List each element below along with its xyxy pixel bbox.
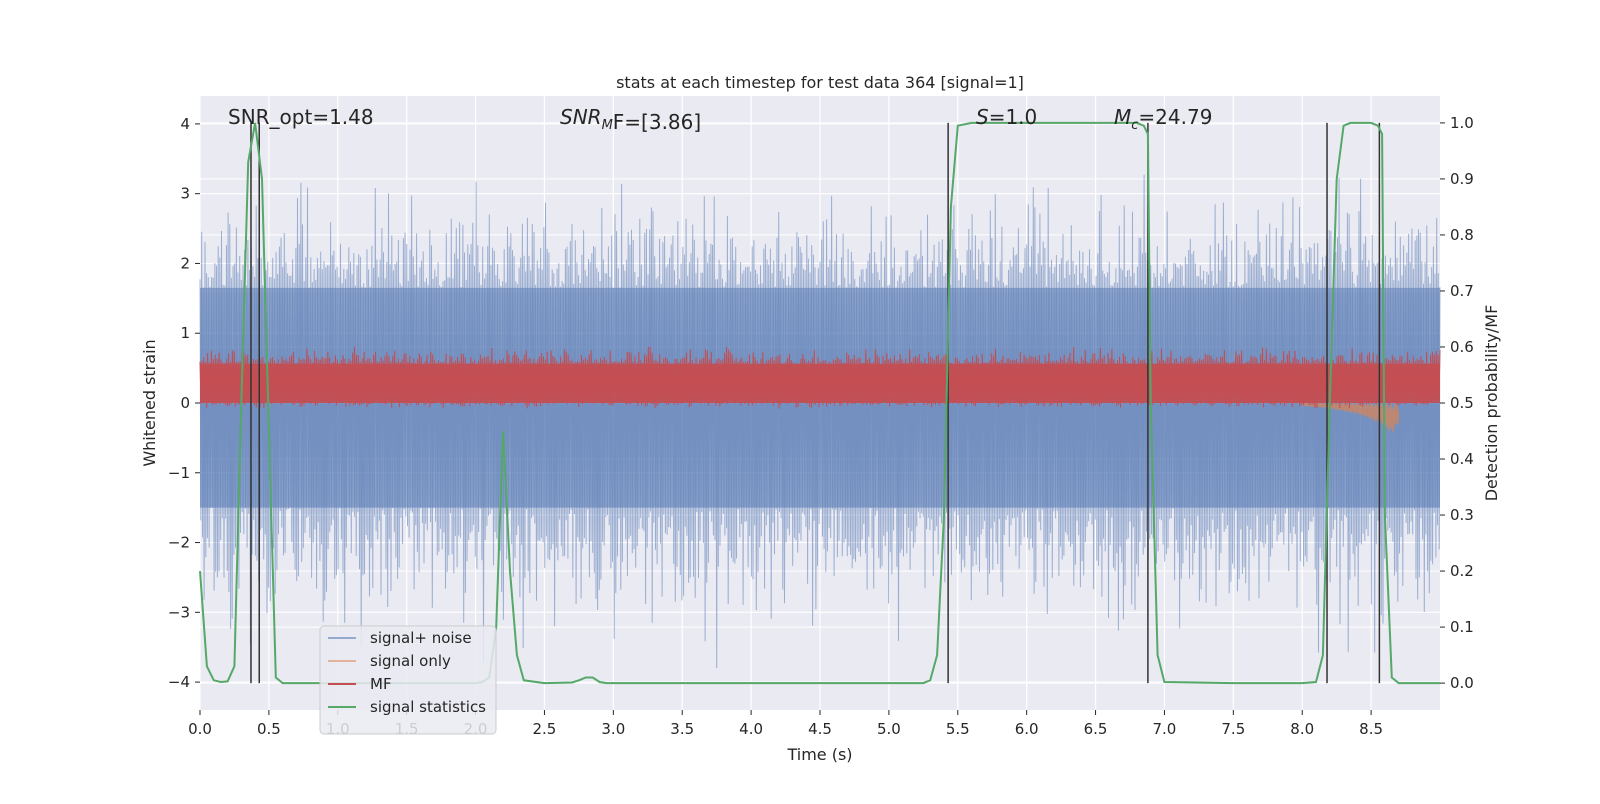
y-right-tick-label-4: 0.4	[1450, 450, 1474, 468]
series-signal-statistics	[199, 121, 1440, 685]
y-tick-label-4: 0	[180, 394, 190, 412]
x-tick-label-0: 0.0	[188, 720, 212, 738]
y-right-axis-ticks: 0.0 0.1 0.2 0.3 0.4 0.5 0.6 0.7 0.8 0.9 1.0	[1440, 114, 1474, 692]
noise-trace	[199, 174, 1441, 669]
mf-trace	[199, 346, 1441, 409]
y-tick-label-6: 2	[180, 254, 190, 272]
x-tick-label-8: 4.0	[739, 720, 763, 738]
x-tick-label-9: 4.5	[808, 720, 832, 738]
s-prefix: S	[976, 105, 989, 129]
snr-mf-sub: M	[602, 118, 613, 133]
y-right-tick-label-2: 0.2	[1450, 562, 1474, 580]
x-tick-label-16: 8.0	[1290, 720, 1314, 738]
y-tick-label-3: −1	[168, 464, 190, 482]
x-tick-label-12: 6.0	[1015, 720, 1039, 738]
x-tick-label-10: 5.0	[877, 720, 901, 738]
y-right-tick-label-3: 0.3	[1450, 506, 1474, 524]
x-tick-label-7: 3.5	[670, 720, 694, 738]
snr-mf-suffix: F=[3.86]	[613, 110, 701, 134]
y-right-tick-label-10: 1.0	[1450, 114, 1474, 132]
series-mf	[199, 346, 1441, 409]
annotation-snr-opt: SNR_opt=1.48	[228, 105, 374, 129]
x-tick-label-15: 7.5	[1221, 720, 1245, 738]
x-tick-label-1: 0.5	[257, 720, 281, 738]
y-tick-label-1: −3	[168, 603, 190, 621]
x-tick-label-13: 6.5	[1084, 720, 1108, 738]
x-axis-label: Time (s)	[786, 745, 852, 764]
mc-prefix: M	[1114, 105, 1131, 129]
y-right-tick-label-1: 0.1	[1450, 618, 1474, 636]
legend-label-signal: signal only	[370, 652, 451, 670]
x-tick-label-17: 8.5	[1359, 720, 1383, 738]
s-suffix: =1.0	[989, 105, 1038, 129]
legend-label-stats: signal statistics	[370, 698, 486, 716]
y-right-tick-label-7: 0.7	[1450, 282, 1474, 300]
mc-sub: c	[1131, 118, 1138, 133]
y-tick-label-0: −4	[168, 673, 190, 691]
legend-label-noise: signal+ noise	[370, 629, 472, 647]
y-right-tick-label-5: 0.5	[1450, 394, 1474, 412]
legend-label-mf: MF	[370, 675, 392, 693]
y-right-tick-label-0: 0.0	[1450, 674, 1474, 692]
annotation-mc: Mc=24.79	[1114, 105, 1212, 133]
y-tick-label-8: 4	[180, 115, 190, 133]
x-tick-label-11: 5.5	[946, 720, 970, 738]
y-right-tick-label-9: 0.9	[1450, 170, 1474, 188]
y-axis-label: Whitened strain	[140, 339, 159, 466]
x-tick-label-5: 2.5	[533, 720, 557, 738]
y-tick-label-2: −2	[168, 534, 190, 552]
y-right-tick-label-6: 0.6	[1450, 338, 1474, 356]
chart-title: stats at each timestep for test data 364…	[616, 73, 1024, 92]
snr-mf-prefix: SNR	[560, 105, 602, 129]
annotation-snr-mf: SNRMF=[3.86]	[560, 105, 701, 134]
x-tick-label-14: 7.0	[1153, 720, 1177, 738]
annotation-s: S=1.0	[976, 105, 1037, 129]
series-signal-only	[1301, 401, 1400, 433]
legend: signal+ noise signal only MF signal stat…	[319, 625, 497, 735]
mc-suffix: =24.79	[1138, 105, 1212, 129]
x-tick-label-6: 3.0	[601, 720, 625, 738]
y-right-axis-label: Detection probability/MF	[1482, 305, 1501, 502]
y-tick-label-5: 1	[180, 324, 190, 342]
y-tick-label-7: 3	[180, 185, 190, 203]
signal-only-trace	[1301, 401, 1400, 433]
legend-frame	[319, 625, 497, 735]
y-axis-ticks: −4 −3 −2 −1 0 1 2 3 4	[168, 115, 200, 691]
y-right-tick-label-8: 0.8	[1450, 226, 1474, 244]
signal-statistics-line	[199, 121, 1440, 685]
